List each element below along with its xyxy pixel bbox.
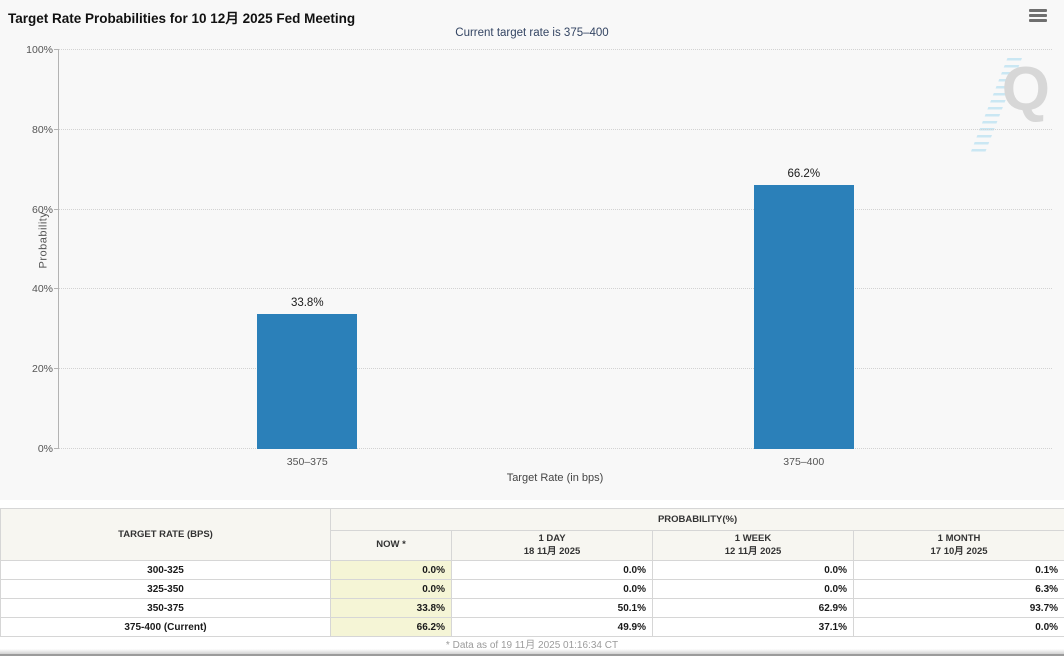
probability-now-cell: 33.8%	[331, 599, 452, 618]
col-header-target-rate: TARGET RATE (BPS)	[1, 509, 331, 561]
col-header: 1 WEEK12 11月 2025	[653, 531, 854, 561]
probability-cell: 0.0%	[452, 561, 653, 580]
target-rate-cell: 375-400 (Current)	[1, 618, 331, 637]
footer-gradient-bar	[0, 649, 1064, 656]
x-axis-title: Target Rate (in bps)	[58, 472, 1052, 484]
current-target-rate-label: Current target rate is 375–400	[0, 27, 1064, 39]
y-tick-mark	[54, 209, 59, 210]
probability-cell: 0.0%	[854, 618, 1064, 637]
probability-bar[interactable]	[754, 185, 854, 449]
gridline	[59, 448, 1052, 449]
y-tick-mark	[54, 288, 59, 289]
gridline	[59, 129, 1052, 130]
table-row: 375-400 (Current)66.2%49.9%37.1%0.0%	[1, 618, 1064, 637]
y-tick-label: 20%	[11, 363, 53, 375]
probability-cell: 0.1%	[854, 561, 1064, 580]
menu-bar	[1029, 19, 1047, 22]
table-header: TARGET RATE (BPS) PROBABILITY(%) NOW *1 …	[1, 509, 1064, 561]
menu-bar	[1029, 14, 1047, 17]
probability-bar[interactable]	[257, 314, 357, 449]
table-row: 325-3500.0%0.0%0.0%6.3%	[1, 580, 1064, 599]
gridline	[59, 49, 1052, 50]
gridline	[59, 288, 1052, 289]
y-tick-mark	[54, 129, 59, 130]
col-header-probability-group: PROBABILITY(%)	[331, 509, 1064, 531]
y-tick-label: 60%	[11, 204, 53, 216]
hamburger-menu-icon[interactable]	[1029, 9, 1047, 23]
y-tick-label: 80%	[11, 124, 53, 136]
y-tick-mark	[54, 49, 59, 50]
probability-cell: 49.9%	[452, 618, 653, 637]
table-row: 300-3250.0%0.0%0.0%0.1%	[1, 561, 1064, 580]
probability-cell: 0.0%	[653, 580, 854, 599]
menu-bar	[1029, 9, 1047, 12]
chart-section: Target Rate Probabilities for 10 12月 202…	[0, 0, 1064, 500]
target-rate-cell: 300-325	[1, 561, 331, 580]
target-rate-cell: 325-350	[1, 580, 331, 599]
col-header: NOW *	[331, 531, 452, 561]
plot-area: Probability 0%20%40%60%80%100%33.8%350–3…	[58, 50, 1052, 449]
bar-value-label: 33.8%	[247, 297, 367, 309]
gridline	[59, 209, 1052, 210]
gridline	[59, 368, 1052, 369]
probability-now-cell: 0.0%	[331, 561, 452, 580]
probability-now-cell: 0.0%	[331, 580, 452, 599]
col-header: 1 MONTH17 10月 2025	[854, 531, 1064, 561]
probability-cell: 6.3%	[854, 580, 1064, 599]
probability-table: TARGET RATE (BPS) PROBABILITY(%) NOW *1 …	[0, 508, 1064, 637]
probability-cell: 62.9%	[653, 599, 854, 618]
probability-now-cell: 66.2%	[331, 618, 452, 637]
page-title: Target Rate Probabilities for 10 12月 202…	[8, 7, 355, 27]
target-rate-cell: 350-375	[1, 599, 331, 618]
bar-value-label: 66.2%	[744, 168, 864, 180]
y-tick-label: 0%	[11, 443, 53, 455]
fedwatch-tool: Target Rate Probabilities for 10 12月 202…	[0, 0, 1064, 660]
y-axis-title: Probability	[37, 211, 49, 268]
x-category-label: 350–375	[237, 456, 377, 468]
table-body: 300-3250.0%0.0%0.0%0.1%325-3500.0%0.0%0.…	[1, 561, 1064, 637]
probability-cell: 50.1%	[452, 599, 653, 618]
y-tick-label: 100%	[11, 44, 53, 56]
probability-cell: 37.1%	[653, 618, 854, 637]
col-header: 1 DAY18 11月 2025	[452, 531, 653, 561]
y-tick-label: 40%	[11, 283, 53, 295]
x-category-label: 375–400	[734, 456, 874, 468]
y-tick-mark	[54, 368, 59, 369]
probability-cell: 93.7%	[854, 599, 1064, 618]
probability-cell: 0.0%	[452, 580, 653, 599]
probability-cell: 0.0%	[653, 561, 854, 580]
y-tick-mark	[54, 448, 59, 449]
table-row: 350-37533.8%50.1%62.9%93.7%	[1, 599, 1064, 618]
